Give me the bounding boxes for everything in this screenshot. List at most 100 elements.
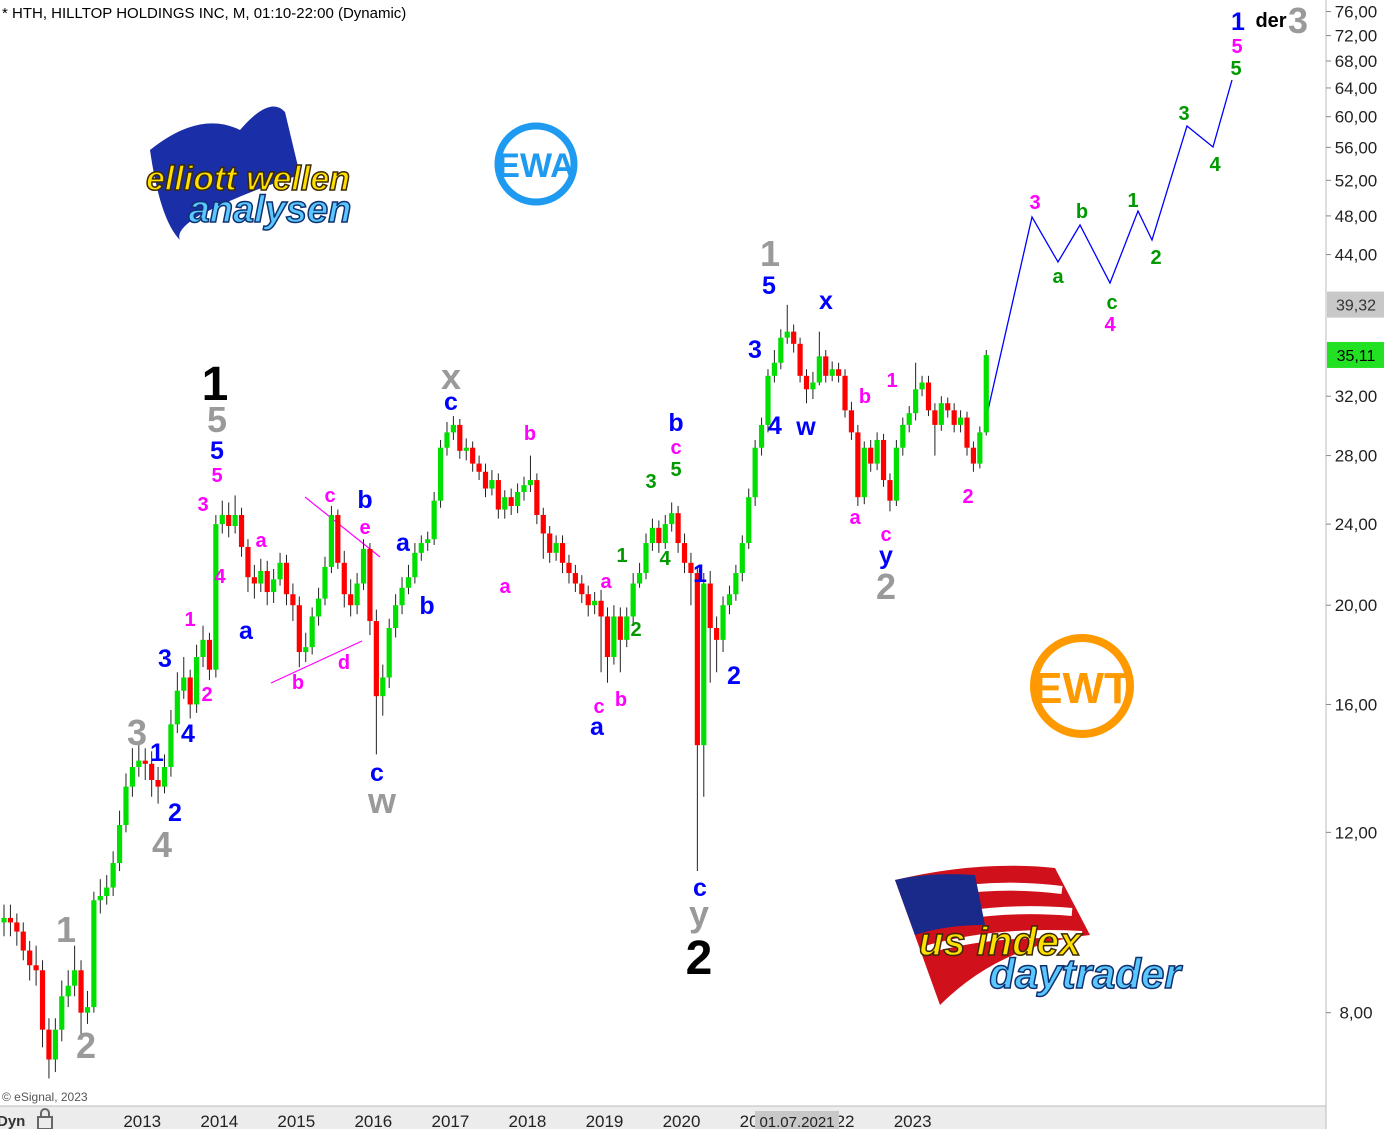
wave-label: 1: [1127, 190, 1138, 212]
candle-body: [874, 439, 880, 464]
wave-label: c: [670, 437, 681, 459]
candle-body: [938, 403, 944, 425]
candle-body: [393, 605, 399, 629]
wave-label: 3: [1178, 103, 1189, 125]
candle-body: [527, 480, 534, 486]
candle-body: [322, 566, 328, 599]
logo-text: us index: [919, 920, 1083, 964]
wave-label: 4: [152, 824, 172, 865]
y-tick-label: 20,00: [1335, 596, 1378, 615]
candle-body: [701, 583, 707, 746]
candle-body: [136, 760, 142, 768]
candle-body: [296, 605, 302, 653]
wave-label: y: [879, 542, 893, 570]
candle-body: [14, 922, 20, 932]
wave-label: 5: [211, 465, 222, 487]
logo-text: analysen: [189, 189, 352, 231]
y-tick-label: 32,00: [1335, 387, 1378, 406]
wave-label: 2: [201, 684, 212, 706]
x-tick-label: 2014: [200, 1112, 238, 1129]
crosshair-date: 01.07.2021: [759, 1114, 834, 1129]
wave-label: 3: [197, 494, 208, 516]
candle-body: [515, 491, 521, 506]
candle-body: [238, 514, 245, 547]
y-tick-label: 16,00: [1335, 695, 1378, 714]
candle-body: [778, 337, 784, 363]
candle-body: [836, 369, 842, 376]
candle-body: [553, 543, 559, 553]
candle-body: [232, 514, 238, 526]
candle-body: [444, 432, 450, 448]
candle-body: [572, 573, 578, 584]
candle-body: [829, 369, 835, 376]
candle-body: [765, 375, 771, 425]
candle-body: [39, 970, 46, 1030]
y-tick-label: 60,00: [1335, 108, 1378, 127]
last-price: 35,11: [1337, 348, 1376, 365]
wave-label: a: [600, 571, 612, 593]
candle-body: [791, 331, 797, 344]
candle-body: [733, 573, 739, 595]
candle-body: [315, 598, 322, 617]
crosshair-price: 39,32: [1336, 298, 1376, 315]
y-tick-label: 8,00: [1339, 1004, 1372, 1023]
wave-label: c: [593, 696, 604, 718]
crosshair-date-box: [755, 1111, 839, 1129]
candle-body: [309, 616, 315, 648]
wave-label: 2: [168, 799, 182, 827]
candle-body: [219, 514, 225, 525]
y-tick-label: 28,00: [1335, 447, 1378, 466]
candle-body: [951, 410, 957, 425]
candle-body: [611, 616, 617, 658]
candle-body: [726, 594, 733, 606]
wave-label: c: [880, 524, 891, 546]
candle-body: [784, 331, 790, 338]
wave-label: w: [367, 780, 397, 821]
wave-label: 3: [645, 471, 656, 493]
candle-body: [78, 970, 84, 1013]
candle-body: [354, 583, 360, 606]
candle-body: [887, 480, 893, 501]
y-tick-label: 52,00: [1335, 171, 1378, 190]
candles: [1, 304, 989, 1079]
wave-label: b: [419, 592, 434, 620]
candle-body: [187, 677, 193, 705]
candle-body: [418, 543, 424, 553]
y-tick-label: 72,00: [1335, 27, 1378, 46]
candle-body: [925, 382, 932, 411]
wave-label: 4: [659, 548, 671, 570]
candle-body: [425, 539, 431, 544]
wave-label: 2: [876, 566, 896, 607]
wave-label: d: [338, 652, 350, 674]
logo-text: EWT: [1033, 664, 1131, 713]
candle-body: [168, 724, 174, 768]
candle-body: [752, 447, 758, 498]
candle-body: [688, 562, 694, 574]
wave-label: b: [859, 386, 871, 408]
wave-label: 3: [1029, 192, 1040, 214]
candle-body: [20, 931, 26, 951]
candle-body: [771, 362, 777, 376]
ewt-logo: EWT: [1030, 634, 1134, 738]
wave-label: 2: [686, 932, 713, 985]
candle-body: [540, 514, 546, 534]
candle-body: [592, 600, 598, 606]
candle-body: [604, 616, 611, 658]
wave-label: 5: [670, 459, 681, 481]
wave-label: 1: [184, 609, 195, 631]
candle-body: [33, 965, 39, 971]
candle-body: [919, 382, 925, 390]
wave-label: 3: [1288, 0, 1308, 41]
wave-label: 4: [1104, 314, 1116, 336]
candle-body: [694, 573, 700, 746]
x-tick-label: 2016: [354, 1112, 392, 1129]
wave-label: 5: [762, 272, 776, 300]
x-tick-label: 2017: [431, 1112, 469, 1129]
candle-body: [913, 389, 919, 414]
x-tick-label: 2020: [663, 1112, 701, 1129]
candle-body: [142, 760, 148, 764]
wave-label: 3: [127, 712, 147, 753]
candle-body: [803, 375, 810, 390]
wave-label: 4: [768, 412, 782, 440]
